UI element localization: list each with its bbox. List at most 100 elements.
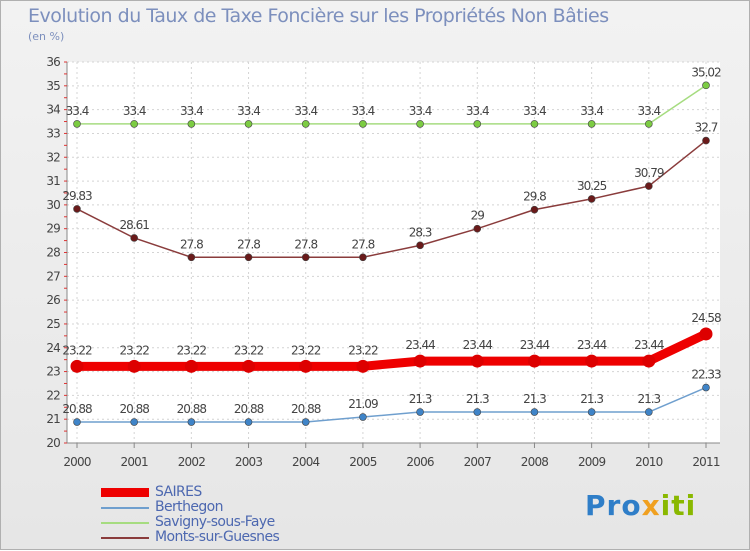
series-line-2 — [77, 84, 707, 125]
data-point — [473, 224, 482, 233]
data-label: 20.88 — [62, 402, 92, 416]
y-tick-label: 22 — [46, 388, 60, 402]
legend-swatch — [101, 522, 149, 524]
data-label: 33.4 — [66, 104, 89, 118]
y-tick-label: 26 — [46, 293, 60, 307]
x-tick-label: 2003 — [235, 455, 263, 469]
data-point — [530, 205, 539, 214]
data-label: 21.09 — [348, 397, 378, 411]
data-point — [127, 359, 141, 373]
data-label: 23.44 — [405, 338, 435, 352]
data-point — [473, 120, 482, 128]
data-label: 20.88 — [234, 402, 264, 416]
x-tick-label: 2004 — [292, 455, 320, 469]
data-label: 32.7 — [695, 121, 718, 135]
logo-text-2: x — [641, 489, 661, 522]
data-label: 24.58 — [691, 311, 721, 325]
data-point — [359, 413, 367, 421]
data-label: 23.22 — [234, 343, 264, 357]
data-point — [301, 418, 310, 426]
data-point — [184, 359, 198, 373]
x-tick-label: 2006 — [406, 455, 434, 469]
data-point — [301, 120, 310, 128]
data-point — [299, 359, 313, 373]
data-point — [645, 408, 653, 416]
data-point — [699, 327, 713, 341]
data-label: 28.3 — [409, 225, 432, 239]
data-point — [130, 418, 138, 426]
x-tick-label: 2011 — [692, 455, 720, 469]
data-point — [527, 354, 541, 368]
data-point — [130, 234, 138, 242]
data-point — [645, 120, 653, 128]
series-line-3 — [76, 139, 707, 259]
data-point — [416, 408, 424, 416]
data-label: 33.4 — [637, 104, 660, 118]
data-point — [642, 354, 656, 368]
data-label: 30.79 — [634, 166, 664, 180]
data-label: 23.44 — [634, 338, 664, 352]
data-point — [470, 354, 484, 368]
data-label: 23.22 — [348, 343, 378, 357]
data-label: 27.8 — [294, 237, 317, 251]
data-label: 29 — [471, 209, 485, 223]
data-point — [187, 418, 196, 426]
data-label: 21.3 — [637, 392, 660, 406]
data-label: 28.61 — [120, 218, 150, 232]
data-point — [187, 120, 196, 128]
series-line-0 — [77, 329, 708, 371]
data-point — [530, 408, 539, 416]
data-point — [416, 241, 424, 250]
data-point — [301, 253, 310, 262]
legend-swatch — [101, 507, 149, 509]
data-label: 33.4 — [523, 104, 546, 118]
data-label: 20.88 — [291, 402, 321, 416]
y-tick-label: 23 — [46, 365, 60, 379]
data-point — [702, 383, 710, 392]
data-label: 21.3 — [466, 392, 489, 406]
data-label: 23.22 — [177, 343, 207, 357]
x-tick-label: 2007 — [464, 455, 492, 469]
logo-text-1: Pro — [585, 489, 642, 522]
data-point — [416, 120, 424, 128]
data-label: 23.44 — [577, 338, 607, 352]
data-point — [702, 136, 710, 145]
data-label: 23.22 — [120, 343, 150, 357]
data-label: 35.02 — [691, 65, 721, 79]
y-tick-label: 28 — [46, 246, 60, 260]
data-label: 21.3 — [580, 392, 603, 406]
y-tick-label: 30 — [46, 198, 60, 212]
data-label: 33.4 — [352, 104, 375, 118]
data-label: 27.8 — [237, 237, 260, 251]
data-label: 33.4 — [580, 104, 603, 118]
legend-swatch — [101, 537, 149, 539]
y-tick-label: 34 — [46, 103, 60, 117]
data-point — [73, 418, 81, 426]
data-label: 21.3 — [523, 392, 546, 406]
y-tick-label: 27 — [46, 269, 60, 283]
data-label: 23.44 — [463, 338, 493, 352]
legend-swatch — [101, 488, 149, 497]
y-axis-unit-label: (en %) — [28, 30, 65, 43]
y-tick-label: 21 — [46, 412, 60, 426]
data-point — [244, 120, 253, 128]
data-point — [587, 408, 596, 416]
y-tick-label: 25 — [46, 317, 60, 331]
logo-text-3: iti — [660, 489, 697, 522]
data-point — [73, 120, 81, 128]
data-point — [585, 354, 599, 368]
x-tick-label: 2009 — [578, 455, 606, 469]
data-point — [73, 205, 81, 213]
data-point — [242, 359, 256, 373]
data-label: 21.3 — [409, 392, 432, 406]
y-tick-label: 35 — [46, 79, 60, 93]
data-point — [413, 354, 427, 368]
data-point — [473, 408, 482, 416]
data-label: 22.33 — [691, 368, 721, 382]
data-label: 20.88 — [177, 402, 207, 416]
data-point — [187, 253, 196, 262]
chart-title: Evolution du Taux de Taxe Foncière sur l… — [28, 5, 609, 27]
x-tick-label: 2000 — [63, 455, 91, 469]
data-point — [587, 120, 596, 128]
